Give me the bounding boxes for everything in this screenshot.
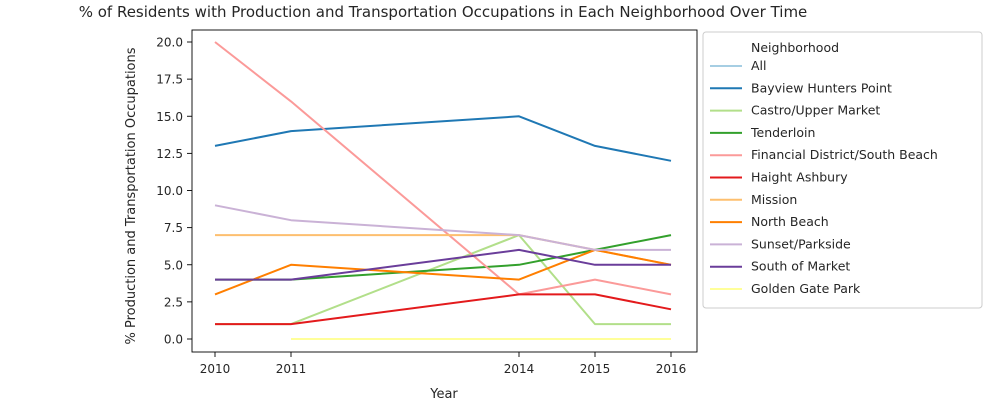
legend-label: South of Market xyxy=(751,259,850,274)
x-tick-label: 2011 xyxy=(276,362,307,376)
legend-label: Mission xyxy=(751,192,797,207)
y-tick-label: 17.5 xyxy=(156,73,183,87)
y-axis-label: % Production and Transportation Occupati… xyxy=(124,47,139,344)
x-tick-label: 2016 xyxy=(656,362,687,376)
y-tick-label: 5.0 xyxy=(164,258,183,272)
legend-label: North Beach xyxy=(751,214,829,229)
legend-label: Bayview Hunters Point xyxy=(751,80,892,95)
x-axis-ticks: 2010 2011 2014 2015 2016 xyxy=(200,352,687,376)
legend: Neighborhood All Bayview Hunters Point Cas… xyxy=(702,31,983,309)
series-line-9 xyxy=(215,248,671,281)
legend-items: All Bayview Hunters Point Castro/Upper Mar… xyxy=(710,58,938,296)
plot-frame xyxy=(191,29,698,353)
y-tick-label: 7.5 xyxy=(164,221,183,235)
legend-label: All xyxy=(751,58,767,73)
y-tick-label: 20.0 xyxy=(156,36,183,50)
y-tick-label: 0.0 xyxy=(164,333,183,347)
legend-frame xyxy=(702,31,983,309)
x-tick-label: 2010 xyxy=(200,362,231,376)
chart-title: % of Residents with Production and Trans… xyxy=(79,3,808,21)
plot-axes: 2010 2011 2014 2015 2016 0.0 2.5 5.0 7.5 10.0 12.… xyxy=(156,29,698,376)
x-axis-label: Year xyxy=(429,387,458,402)
legend-title: Neighborhood xyxy=(751,40,839,55)
series-line-4 xyxy=(214,41,672,296)
y-tick-label: 12.5 xyxy=(156,147,183,161)
series-line-7 xyxy=(214,248,672,296)
series-line-3 xyxy=(215,234,672,281)
legend-label: Sunset/Parkside xyxy=(751,236,851,251)
y-tick-label: 10.0 xyxy=(156,184,183,198)
legend-label: Castro/Upper Market xyxy=(751,103,880,118)
y-axis-ticks: 0.0 2.5 5.0 7.5 10.0 12.5 15.0 17.5 20.0 xyxy=(156,36,192,347)
series-line-5 xyxy=(215,293,672,326)
series-layer xyxy=(214,41,672,340)
legend-label: Haight Ashbury xyxy=(751,170,848,185)
legend-label: Financial District/South Beach xyxy=(751,147,938,162)
series-line-8 xyxy=(214,204,671,251)
legend-label: Tenderloin xyxy=(750,125,815,140)
series-line-1 xyxy=(214,115,672,162)
y-tick-label: 2.5 xyxy=(164,295,183,309)
x-tick-label: 2015 xyxy=(580,362,611,376)
y-tick-label: 15.0 xyxy=(156,110,183,124)
x-tick-label: 2014 xyxy=(504,362,535,376)
legend-label: Golden Gate Park xyxy=(751,281,861,296)
